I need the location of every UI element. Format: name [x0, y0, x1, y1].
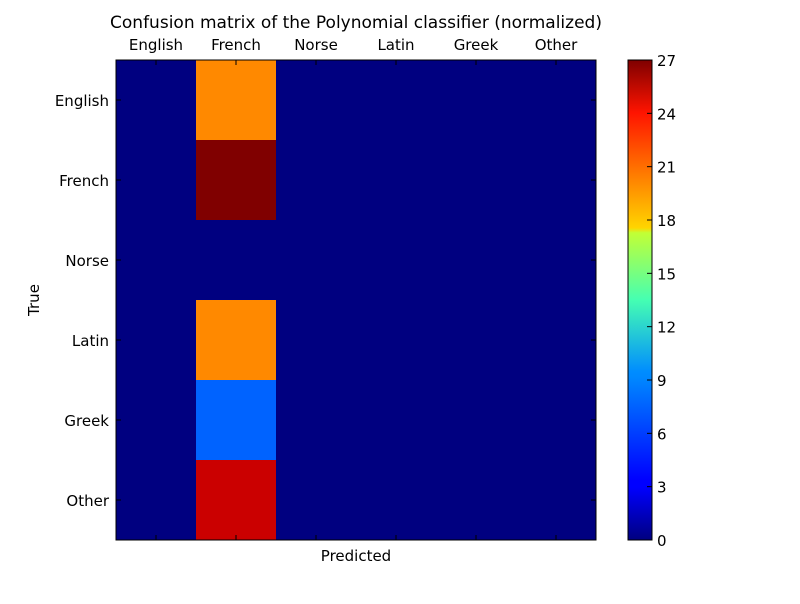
heatmap-cell: [196, 460, 277, 541]
heatmap-cell: [516, 300, 597, 381]
plot-frame: [115, 59, 597, 541]
heatmap-cell: [516, 220, 597, 301]
heatmap-cell: [436, 380, 517, 461]
heatmap-cell: [116, 220, 197, 301]
y-tick-labels: English French Norse Latin Greek Other: [55, 92, 596, 510]
x-tick-label: Greek: [454, 36, 499, 54]
heatmap-cell: [276, 300, 357, 381]
colorbar-tick-label: 3: [657, 479, 667, 497]
heatmap-cell: [116, 300, 197, 381]
heatmap-cell: [196, 60, 277, 141]
chart-title: Confusion matrix of the Polynomial class…: [110, 13, 602, 33]
heatmap-cell: [116, 460, 197, 541]
x-tick-label: English: [129, 36, 183, 54]
heatmap-cells: [116, 60, 597, 541]
x-tick-labels: English French Norse Latin Greek Other: [129, 36, 578, 540]
colorbar: [627, 59, 653, 541]
heatmap-cell: [516, 380, 597, 461]
heatmap-cell: [356, 60, 437, 141]
heatmap-cell: [516, 460, 597, 541]
colorbar-tick-label: 0: [657, 532, 667, 550]
colorbar-tick-label: 6: [657, 425, 667, 443]
heatmap-cell: [196, 140, 277, 221]
colorbar-tick-label: 24: [657, 105, 676, 123]
heatmap-cell: [436, 140, 517, 221]
heatmap-cell: [436, 220, 517, 301]
y-tick-label: Latin: [72, 332, 109, 350]
heatmap-cell: [356, 220, 437, 301]
colorbar-tick-label: 27: [657, 52, 676, 70]
heatmap-cell: [436, 60, 517, 141]
heatmap-cell: [356, 300, 437, 381]
colorbar-tick-label: 9: [657, 372, 667, 390]
heatmap-cell: [116, 380, 197, 461]
heatmap-cell: [196, 300, 277, 381]
x-axis-label: Predicted: [321, 547, 391, 565]
y-tick-label: English: [55, 92, 109, 110]
x-tick-label: Latin: [377, 36, 414, 54]
x-tick-label: French: [211, 36, 261, 54]
y-axis-label: True: [25, 284, 43, 317]
heatmap-cell: [356, 380, 437, 461]
heatmap-cell: [196, 220, 277, 301]
heatmap-cell: [116, 140, 197, 221]
colorbar-tick-label: 12: [657, 319, 676, 337]
heatmap-cell: [276, 380, 357, 461]
y-tick-label: French: [59, 172, 109, 190]
y-tick-label: Greek: [64, 412, 109, 430]
colorbar-tick-label: 21: [657, 159, 676, 177]
heatmap-cell: [196, 380, 277, 461]
heatmap-cell: [516, 140, 597, 221]
heatmap-cell: [516, 60, 597, 141]
heatmap-cell: [356, 460, 437, 541]
x-tick-label: Other: [535, 36, 578, 54]
heatmap-cell: [276, 460, 357, 541]
heatmap-cell: [436, 460, 517, 541]
heatmap-cell: [276, 140, 357, 221]
heatmap-cell: [356, 140, 437, 221]
x-tick-label: Norse: [294, 36, 338, 54]
heatmap-cell: [116, 60, 197, 141]
colorbar-tick-label: 15: [657, 265, 676, 283]
heatmap-cell: [276, 60, 357, 141]
heatmap-cell: [436, 300, 517, 381]
y-tick-label: Norse: [65, 252, 109, 270]
heatmap-cell: [276, 220, 357, 301]
colorbar-tick-label: 18: [657, 212, 676, 230]
y-tick-label: Other: [66, 492, 109, 510]
colorbar-ticks: 0 3 6 9 12 15 18 21 24 27: [647, 52, 676, 550]
